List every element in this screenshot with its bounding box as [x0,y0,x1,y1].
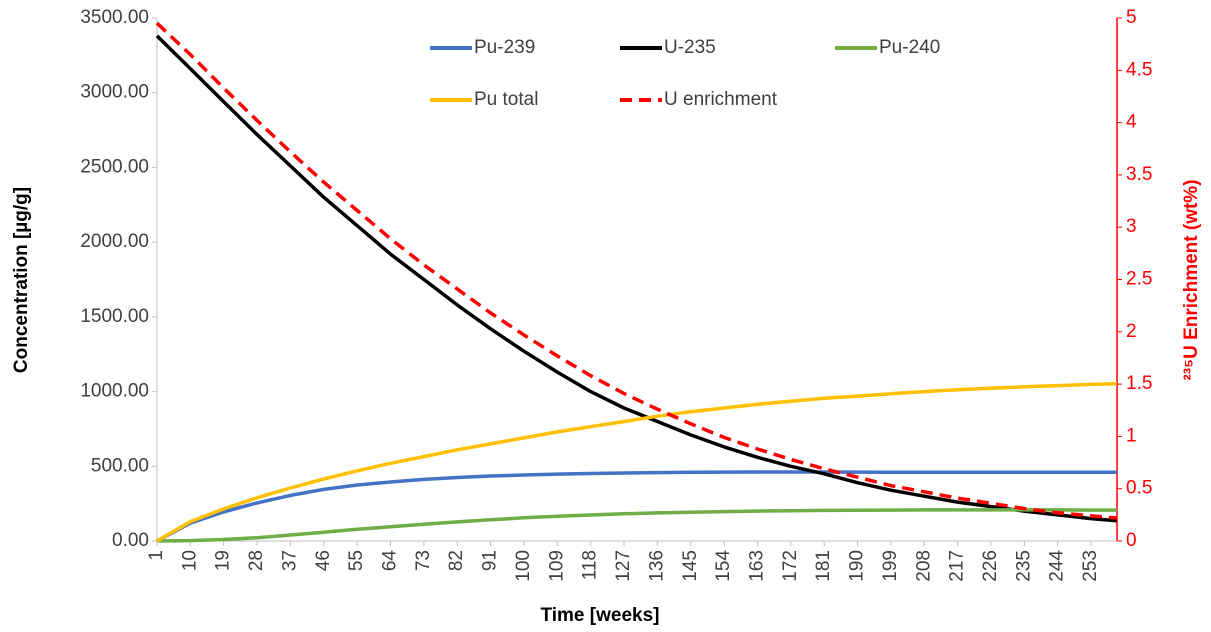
legend-label: U enrichment [664,89,778,110]
y-tick-label: 3500.00 [80,7,149,28]
y-axis-title: Concentration [µg/g] [11,187,32,373]
y2-tick-label: 5 [1126,7,1137,28]
series-line [156,508,1117,543]
y2-tick-label: 2 [1126,321,1137,342]
y2-tick-label: 4.5 [1126,59,1152,80]
y2-tick-label: 0.5 [1126,478,1152,499]
y2-tick-label: 4 [1126,112,1137,133]
y-tick-label: 3000.00 [80,82,149,103]
x-tick-label: 37 [279,550,300,571]
x-tick-label: 208 [913,550,934,582]
y2-tick-label: 1 [1126,425,1137,446]
x-tick-label: 154 [713,550,734,582]
series-line [156,382,1118,543]
legend-label: Pu-240 [879,37,940,58]
x-tick-label: 100 [513,550,534,582]
x-tick-label: 46 [313,550,334,571]
x-axis-title: Time [weeks] [541,605,660,626]
x-tick-label: 19 [213,550,234,571]
y2-axis-title: ²³⁵U Enrichment (wt%) [1181,179,1202,380]
x-tick-label: 253 [1080,550,1101,582]
x-tick-label: 181 [813,550,834,582]
x-tick-label: 64 [380,550,401,572]
y2-tick-label: 1.5 [1126,373,1152,394]
y-tick-label: 2500.00 [80,156,149,177]
x-tick-label: 163 [746,550,767,582]
x-tick-label: 1 [146,550,167,561]
y2-tick-label: 2.5 [1126,269,1152,290]
x-tick-label: 127 [613,550,634,582]
legend-label: Pu-239 [474,37,535,58]
y-tick-label: 2000.00 [80,231,149,252]
x-tick-label: 217 [947,550,968,582]
x-tick-label: 109 [546,550,567,582]
y2-tick-label: 0 [1126,530,1137,551]
y-tick-label: 500.00 [91,455,149,476]
x-tick-label: 145 [680,550,701,582]
y-tick-label: 0.00 [112,530,149,551]
x-tick-label: 190 [847,550,868,582]
y-tick-label: 1500.00 [80,306,149,327]
y-tick-label: 1000.00 [80,381,149,402]
x-tick-label: 55 [346,550,367,571]
series-line [155,34,1118,523]
x-tick-label: 10 [179,550,200,571]
x-tick-label: 28 [246,550,267,571]
legend-label: U-235 [664,37,716,58]
x-tick-label: 226 [980,550,1001,582]
x-tick-label: 73 [413,550,434,571]
x-tick-label: 235 [1013,550,1034,582]
x-tick-label: 172 [780,550,801,582]
legend-label: Pu total [474,89,538,110]
series-line [155,21,1118,520]
x-tick-label: 91 [480,550,501,571]
x-tick-label: 118 [580,550,601,580]
x-tick-label: 244 [1047,550,1068,582]
x-tick-label: 136 [646,550,667,582]
series-line [156,470,1117,543]
x-tick-label: 199 [880,550,901,582]
y2-tick-label: 3 [1126,216,1137,237]
y2-tick-label: 3.5 [1126,164,1152,185]
x-tick-label: 82 [446,550,467,571]
